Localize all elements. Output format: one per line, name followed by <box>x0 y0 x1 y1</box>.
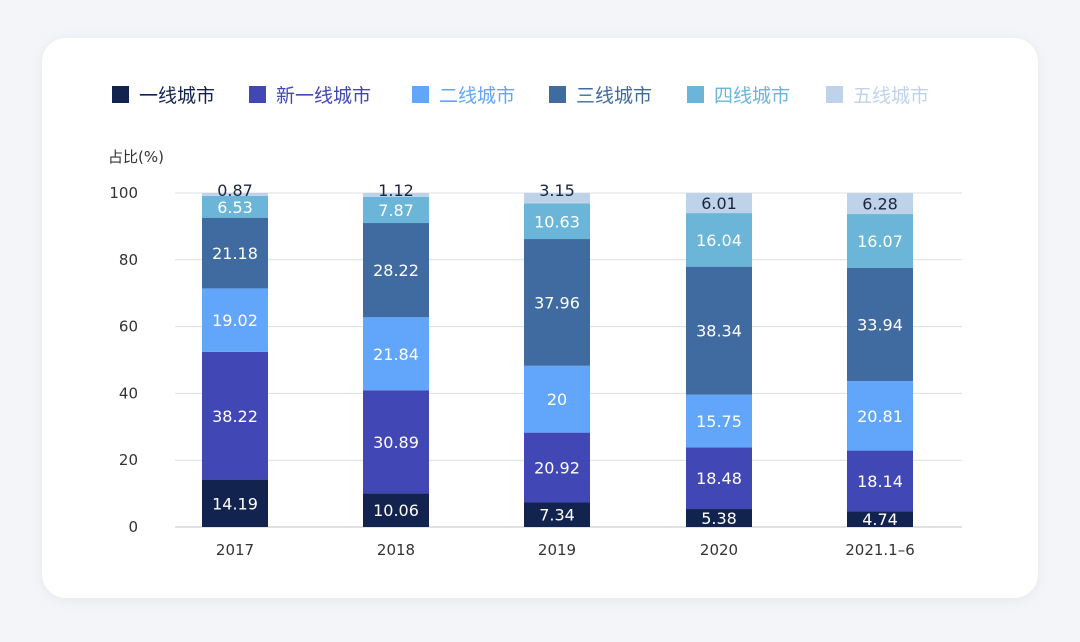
bar-segment <box>686 213 752 267</box>
data-label: 6.01 <box>701 194 737 213</box>
data-label: 38.34 <box>696 322 742 341</box>
bar-segment <box>202 288 268 352</box>
data-label: 18.14 <box>857 472 903 491</box>
data-label: 6.28 <box>862 195 898 214</box>
bar-segment <box>363 390 429 494</box>
y-axis-ticks: 0 20 40 60 80 100 <box>109 184 138 536</box>
bar-segment <box>363 196 429 224</box>
bar-segment <box>847 267 913 382</box>
bar-segment <box>363 317 429 391</box>
bar-segment <box>847 214 913 268</box>
data-label: 6.53 <box>217 198 253 217</box>
y-tick-label: 0 <box>128 518 138 536</box>
data-label: 21.84 <box>373 345 419 364</box>
bar-segment <box>524 239 590 366</box>
data-label: 38.22 <box>212 407 258 426</box>
x-tick-label: 2020 <box>700 541 738 559</box>
data-label: 7.34 <box>539 506 575 525</box>
bar-segment <box>202 479 268 527</box>
data-label: 33.94 <box>857 315 903 334</box>
data-label: 28.22 <box>373 261 419 280</box>
y-tick-label: 100 <box>109 184 138 202</box>
data-label: 16.04 <box>696 231 742 250</box>
bar-segment <box>686 266 752 395</box>
bar-segment <box>847 381 913 451</box>
bar-segment <box>524 365 590 433</box>
data-label: 21.18 <box>212 244 258 263</box>
legend-label: 一线城市 <box>139 85 215 107</box>
legend-swatch <box>826 86 843 103</box>
data-label: 10.63 <box>534 212 580 231</box>
data-label: 1.12 <box>378 181 414 200</box>
x-tick-label: 2019 <box>538 541 576 559</box>
bar-segment <box>686 509 752 527</box>
data-label: 4.74 <box>862 510 898 529</box>
bar-segment <box>363 493 429 527</box>
legend: 一线城市 新一线城市 二线城市 三线城市 四线城市 五线城市 <box>112 85 929 107</box>
y-tick-label: 80 <box>119 251 138 269</box>
data-label: 19.02 <box>212 311 258 330</box>
legend-label: 二线城市 <box>439 85 515 107</box>
legend-swatch <box>112 86 129 103</box>
legend-swatch <box>412 86 429 103</box>
bar-segment <box>686 394 752 448</box>
bar-segment <box>847 450 913 512</box>
data-label: 18.48 <box>696 469 742 488</box>
y-tick-label: 60 <box>119 318 138 336</box>
legend-label: 四线城市 <box>714 85 790 107</box>
data-label: 0.87 <box>217 181 253 200</box>
bar-segment <box>847 511 913 527</box>
bar-segment <box>363 193 429 197</box>
bar-segment <box>202 195 268 218</box>
legend-swatch <box>549 86 566 103</box>
data-label: 5.38 <box>701 509 737 528</box>
data-label: 16.07 <box>857 232 903 251</box>
data-label: 37.96 <box>534 293 580 312</box>
y-axis-label: 占比(%) <box>108 148 164 166</box>
legend-label: 五线城市 <box>853 85 929 107</box>
bar-segment <box>202 193 268 196</box>
data-label: 3.15 <box>539 181 575 200</box>
legend-swatch <box>249 86 266 103</box>
bar-segment <box>202 351 268 480</box>
bar-segment <box>524 432 590 503</box>
data-label: 14.19 <box>212 494 258 513</box>
data-label: 30.89 <box>373 433 419 452</box>
bars <box>202 193 913 527</box>
legend-swatch <box>687 86 704 103</box>
bar-segment <box>202 217 268 289</box>
bar-segment <box>847 193 913 215</box>
bar-segment <box>524 203 590 240</box>
x-axis-ticks: 2017 2018 2019 2020 2021.1–6 <box>216 541 915 559</box>
bar-segment <box>686 447 752 510</box>
x-tick-label: 2018 <box>377 541 415 559</box>
bar-segment <box>686 193 752 214</box>
x-tick-label: 2017 <box>216 541 254 559</box>
data-label: 7.87 <box>378 201 414 220</box>
legend-label: 新一线城市 <box>276 85 371 107</box>
data-label: 15.75 <box>696 412 742 431</box>
bar-segment <box>524 193 590 204</box>
y-tick-label: 40 <box>119 384 138 402</box>
data-labels: 14.19 38.22 19.02 21.18 6.530.87 10.06 30.89 21… <box>212 181 903 529</box>
bar-segment <box>524 502 590 527</box>
bar-segment <box>363 223 429 318</box>
data-label: 20.81 <box>857 407 903 426</box>
y-tick-label: 20 <box>119 451 138 469</box>
legend-label: 三线城市 <box>576 85 652 107</box>
x-tick-label: 2021.1–6 <box>845 541 915 559</box>
data-label: 20.92 <box>534 459 580 478</box>
data-label: 10.06 <box>373 501 419 520</box>
data-label: 20 <box>547 390 567 409</box>
